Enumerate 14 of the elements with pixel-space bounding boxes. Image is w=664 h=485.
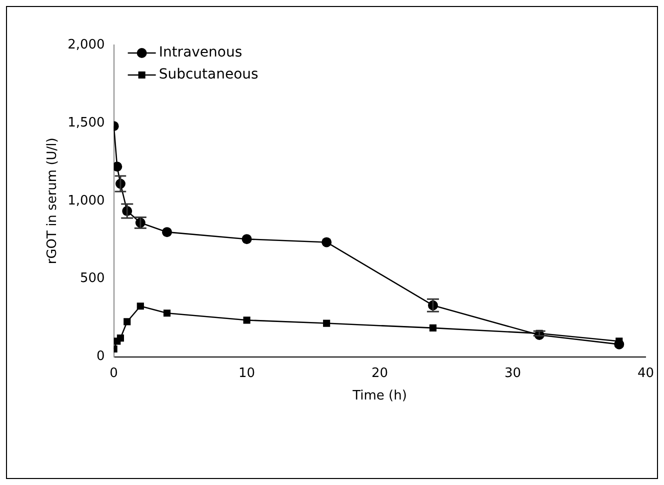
x-tick-label: 10 [238, 366, 256, 381]
y-tick-label: 1,000 [68, 193, 105, 208]
legend-label: Subcutaneous [158, 66, 258, 83]
x-tick-label: 30 [504, 366, 522, 381]
y-tick-label: 1,500 [68, 115, 105, 130]
y-tick-label: 0 [96, 349, 105, 364]
x-axis-title: Time (h) [352, 388, 407, 404]
y-tick-label: 500 [80, 271, 105, 286]
y-tick-label: 2,000 [68, 37, 105, 52]
x-tick-label: 0 [110, 366, 118, 381]
y-axis-title: rGOT in serum (U/l) [45, 138, 60, 264]
x-tick-label: 20 [372, 366, 388, 381]
legend-label: Intravenous [158, 44, 242, 61]
x-tick-label: 40 [637, 366, 654, 381]
